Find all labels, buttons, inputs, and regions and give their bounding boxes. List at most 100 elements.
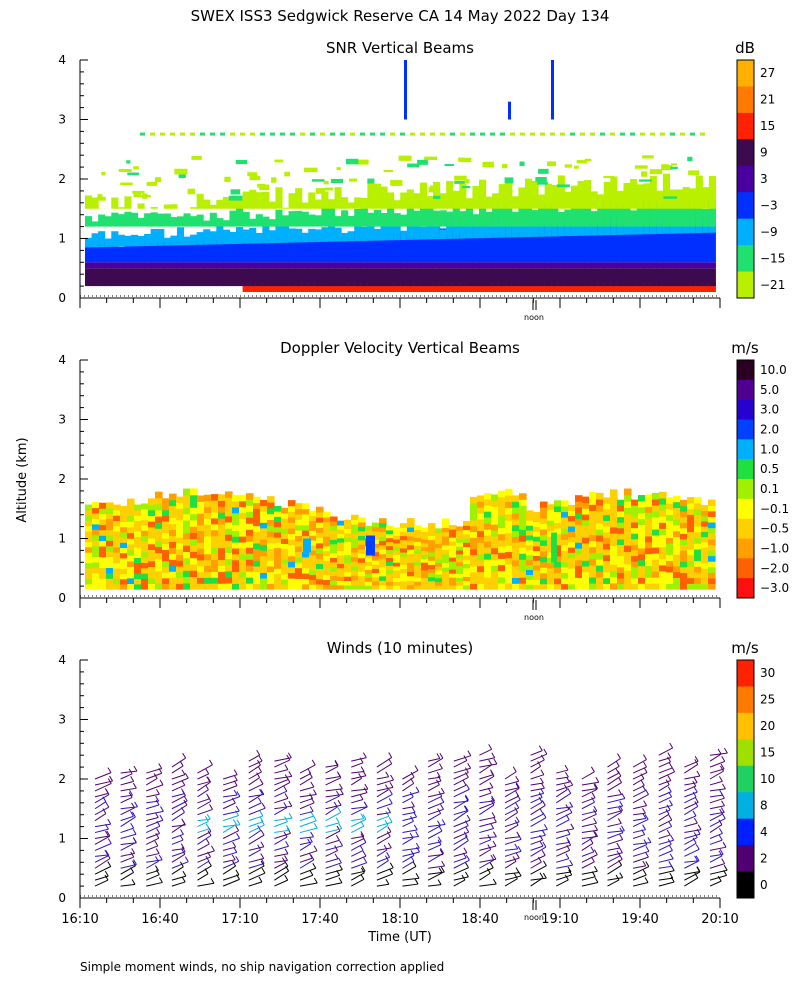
x-tick-label: 18:40 (461, 912, 498, 927)
colorbar-swatch (737, 578, 754, 599)
snr-title: SNR Vertical Beams (326, 39, 474, 57)
doppler-panel: Doppler Velocity Vertical Beams m/s 0 1 2 3… (58, 339, 789, 622)
colorbar-swatch (737, 419, 754, 440)
colorbar-swatch (737, 518, 754, 539)
colorbar-swatch (737, 686, 754, 714)
colorbar-swatch (737, 112, 754, 140)
x-tick-label: 16:40 (141, 912, 178, 927)
colorbar-swatch (737, 871, 754, 899)
colorbar-swatch (737, 218, 754, 246)
colorbar-label: 25 (760, 693, 775, 707)
colorbar-swatch (737, 192, 754, 220)
y-tick-label: 4 (58, 53, 66, 67)
colorbar-swatch (737, 245, 754, 273)
colorbar-label: 20 (760, 719, 775, 733)
colorbar-swatch (737, 558, 754, 579)
colorbar-label: 15 (760, 746, 775, 760)
doppler-title: Doppler Velocity Vertical Beams (280, 339, 520, 357)
colorbar-label: −9 (760, 225, 778, 239)
snr-panel: SNR Vertical Beams dB 0 1 2 3 4 noon 27 21 15 9 3… (58, 39, 785, 322)
doppler-units: m/s (731, 339, 759, 357)
snr-field (85, 60, 716, 293)
colorbar-label: 2.0 (760, 422, 779, 436)
colorbar-swatch (737, 165, 754, 193)
noon-label: noon (524, 613, 544, 622)
colorbar-label: 3 (760, 172, 768, 186)
colorbar-swatch (737, 660, 754, 687)
colorbar-swatch (737, 379, 754, 401)
y-tick-label: 2 (58, 472, 66, 486)
x-tick-label: 16:10 (61, 912, 98, 927)
y-tick-label: 0 (58, 291, 66, 305)
x-tick-label: 19:40 (621, 912, 658, 927)
colorbar-swatch (737, 60, 754, 87)
colorbar-label: −0.1 (760, 502, 789, 516)
colorbar-label: −3 (760, 198, 778, 212)
colorbar-swatch (737, 792, 754, 820)
colorbar-swatch (737, 139, 754, 167)
colorbar-swatch (737, 765, 754, 793)
y-tick-label: 2 (58, 172, 66, 186)
colorbar-label: 21 (760, 93, 775, 107)
colorbar-swatch (737, 86, 754, 114)
colorbar-label: 0.1 (760, 482, 779, 496)
colorbar-label: −3.0 (760, 581, 789, 595)
footnote: Simple moment winds, no ship navigation … (80, 960, 444, 974)
colorbar-label: 2 (760, 851, 768, 865)
colorbar-label: 10.0 (760, 363, 787, 377)
colorbar-label: 8 (760, 798, 768, 812)
colorbar-label: −1.0 (760, 541, 789, 555)
y-tick-label: 0 (58, 591, 66, 605)
colorbar-label: 15 (760, 119, 775, 133)
snr-units: dB (735, 39, 755, 57)
colorbar-label: 9 (760, 146, 768, 160)
x-tick-label: 19:10 (541, 912, 578, 927)
y-axis-label: Altitude (km) (15, 437, 30, 522)
colorbar-label: 30 (760, 666, 775, 680)
doppler-axes: 0 1 2 3 4 noon (58, 353, 721, 622)
x-tick-label: 18:10 (381, 912, 418, 927)
colorbar-swatch (737, 739, 754, 767)
y-tick-label: 2 (58, 772, 66, 786)
winds-panel: Winds (10 minutes) m/s 0 1 2 3 4 16:10 16:40 17… (58, 639, 775, 927)
y-tick-label: 4 (58, 353, 66, 367)
colorbar-swatch (737, 271, 754, 299)
colorbar-label: 4 (760, 825, 768, 839)
snr-axes: 0 1 2 3 4 noon (58, 53, 721, 322)
colorbar-swatch (737, 360, 754, 381)
snr-colorbar: 27 21 15 9 3 −3 −9 −15 −21 (736, 59, 785, 299)
figure-title: SWEX ISS3 Sedgwick Reserve CA 14 May 202… (191, 7, 610, 25)
winds-title: Winds (10 minutes) (327, 639, 474, 657)
colorbar-label: 3.0 (760, 403, 779, 417)
y-tick-label: 1 (58, 532, 66, 546)
doppler-colorbar: 10.0 5.0 3.0 2.0 1.0 0.5 0.1 −0.1 −0.5 −1.0 −2.0 −3… (736, 359, 789, 599)
colorbar-label: 1.0 (760, 442, 779, 456)
colorbar-swatch (737, 439, 754, 460)
colorbar-label: 10 (760, 772, 775, 786)
y-tick-label: 4 (58, 653, 66, 667)
colorbar-swatch (737, 818, 754, 846)
colorbar-swatch (737, 845, 754, 873)
colorbar-label: 0 (760, 878, 768, 892)
x-axis-label: Time (UT) (367, 930, 432, 945)
colorbar-label: 5.0 (760, 383, 779, 397)
wind-barbs (94, 742, 728, 887)
colorbar-label: 0.5 (760, 462, 779, 476)
colorbar-swatch (737, 538, 754, 559)
y-tick-label: 3 (58, 113, 66, 127)
doppler-field (85, 488, 716, 590)
y-tick-label: 3 (58, 413, 66, 427)
colorbar-label: −0.5 (760, 522, 789, 536)
noon-label: noon (524, 913, 544, 922)
colorbar-swatch (737, 459, 754, 480)
colorbar-swatch (737, 399, 754, 420)
colorbar-swatch (737, 712, 754, 740)
noon-label: noon (524, 313, 544, 322)
colorbar-swatch (737, 498, 754, 520)
colorbar-label: 27 (760, 66, 775, 80)
winds-units: m/s (731, 639, 759, 657)
colorbar-label: −2.0 (760, 561, 789, 575)
x-tick-label: 17:10 (221, 912, 258, 927)
